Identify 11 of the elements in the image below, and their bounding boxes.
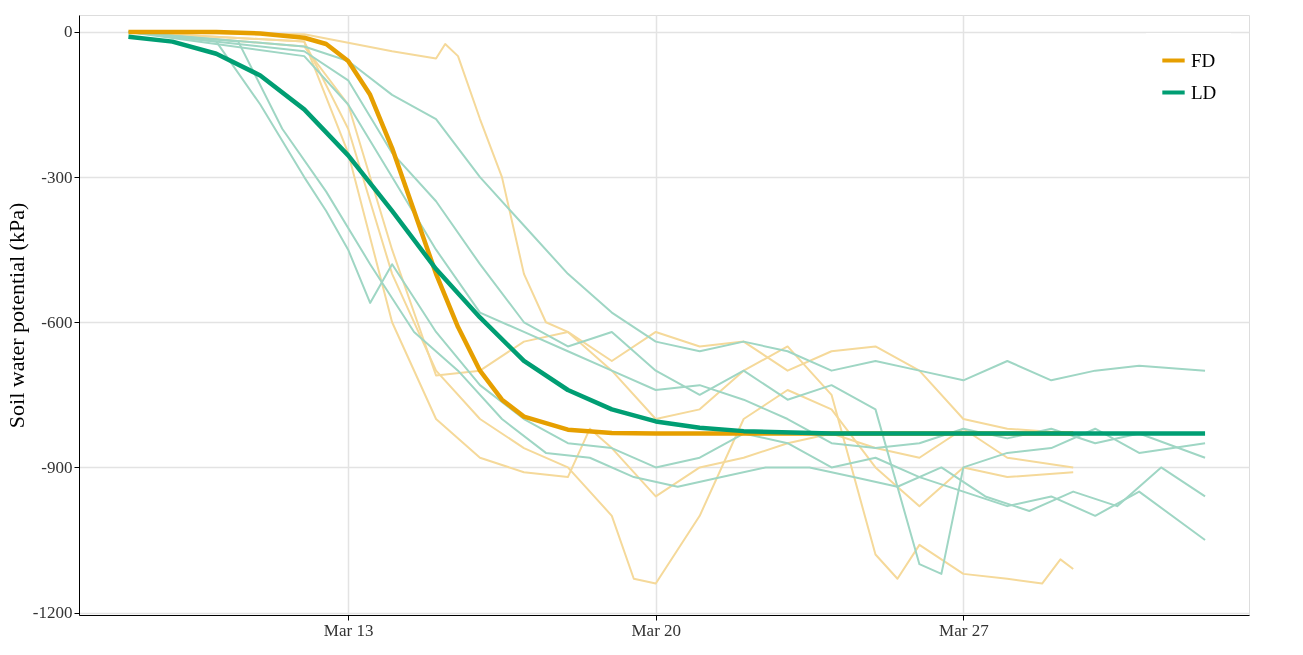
x-tick-label: Mar 13 [323, 620, 374, 640]
x-tick-label: Mar 27 [939, 620, 990, 640]
y-tick-label: -900 [41, 457, 73, 477]
y-axis-title: Soil water potential (kPa) [3, 202, 29, 429]
y-tick-label: -600 [41, 312, 73, 332]
y-tick-label: 0 [64, 22, 73, 42]
y-tick-label: -300 [41, 167, 73, 187]
y-tick-label: -1200 [32, 603, 73, 623]
x-tick-label: Mar 20 [631, 620, 682, 640]
legend-label: LD [1191, 81, 1217, 103]
legend-label: FD [1191, 49, 1216, 71]
